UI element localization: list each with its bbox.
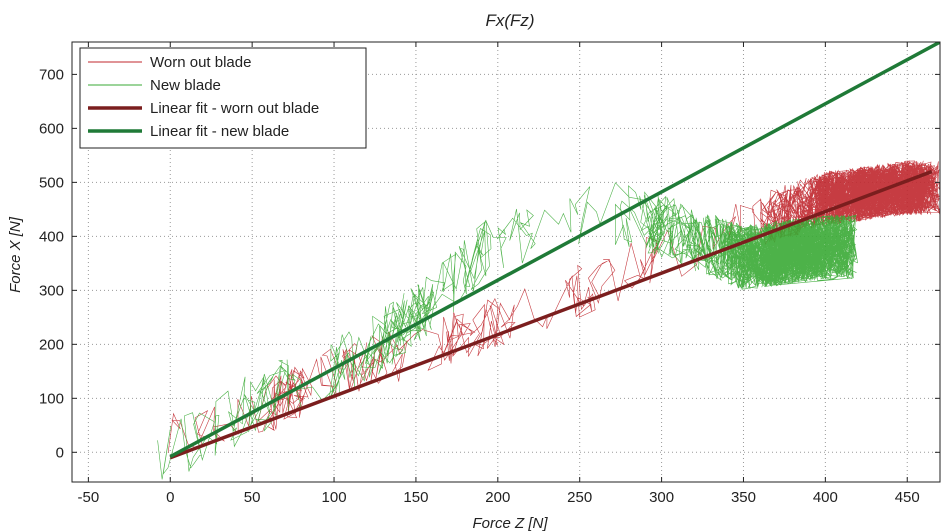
chart-title: Fx(Fz) bbox=[485, 11, 534, 30]
x-tick-label: 0 bbox=[166, 489, 174, 506]
x-tick-label: 400 bbox=[813, 489, 838, 506]
series-trace-0 bbox=[167, 160, 940, 453]
legend: Worn out blade New blade Linear fit - worn… bbox=[79, 47, 367, 149]
x-tick-label: 200 bbox=[485, 489, 510, 506]
x-axis-label: Force Z [N] bbox=[472, 515, 548, 531]
x-tick-label: 150 bbox=[403, 489, 428, 506]
y-tick-label: 100 bbox=[39, 390, 64, 407]
x-tick-label: -50 bbox=[78, 489, 100, 506]
series-trace-1 bbox=[157, 182, 858, 480]
y-tick-label: 500 bbox=[39, 174, 64, 191]
y-tick-label: 0 bbox=[56, 444, 64, 461]
y-tick-label: 200 bbox=[39, 336, 64, 353]
legend-label: Linear fit - worn out blade bbox=[150, 100, 319, 117]
plot-area bbox=[157, 42, 940, 480]
x-tick-label: 350 bbox=[731, 489, 756, 506]
y-tick-label: 700 bbox=[39, 66, 64, 83]
x-tick-label: 100 bbox=[322, 489, 347, 506]
legend-label: Linear fit - new blade bbox=[150, 123, 289, 140]
y-axis-label: Force X [N] bbox=[7, 216, 24, 293]
axes-frame bbox=[71, 41, 941, 483]
legend-label: Worn out blade bbox=[150, 54, 251, 71]
y-tick-label: 600 bbox=[39, 120, 64, 137]
fit-line-2 bbox=[169, 169, 933, 460]
x-tick-label: 50 bbox=[244, 489, 261, 506]
x-tick-label: 300 bbox=[649, 489, 674, 506]
y-tick-label: 400 bbox=[39, 228, 64, 245]
y-tick-label: 300 bbox=[39, 282, 64, 299]
legend-label: New blade bbox=[150, 77, 221, 94]
x-tick-label: 450 bbox=[895, 489, 920, 506]
fit-line-3 bbox=[169, 42, 940, 459]
x-tick-label: 250 bbox=[567, 489, 592, 506]
